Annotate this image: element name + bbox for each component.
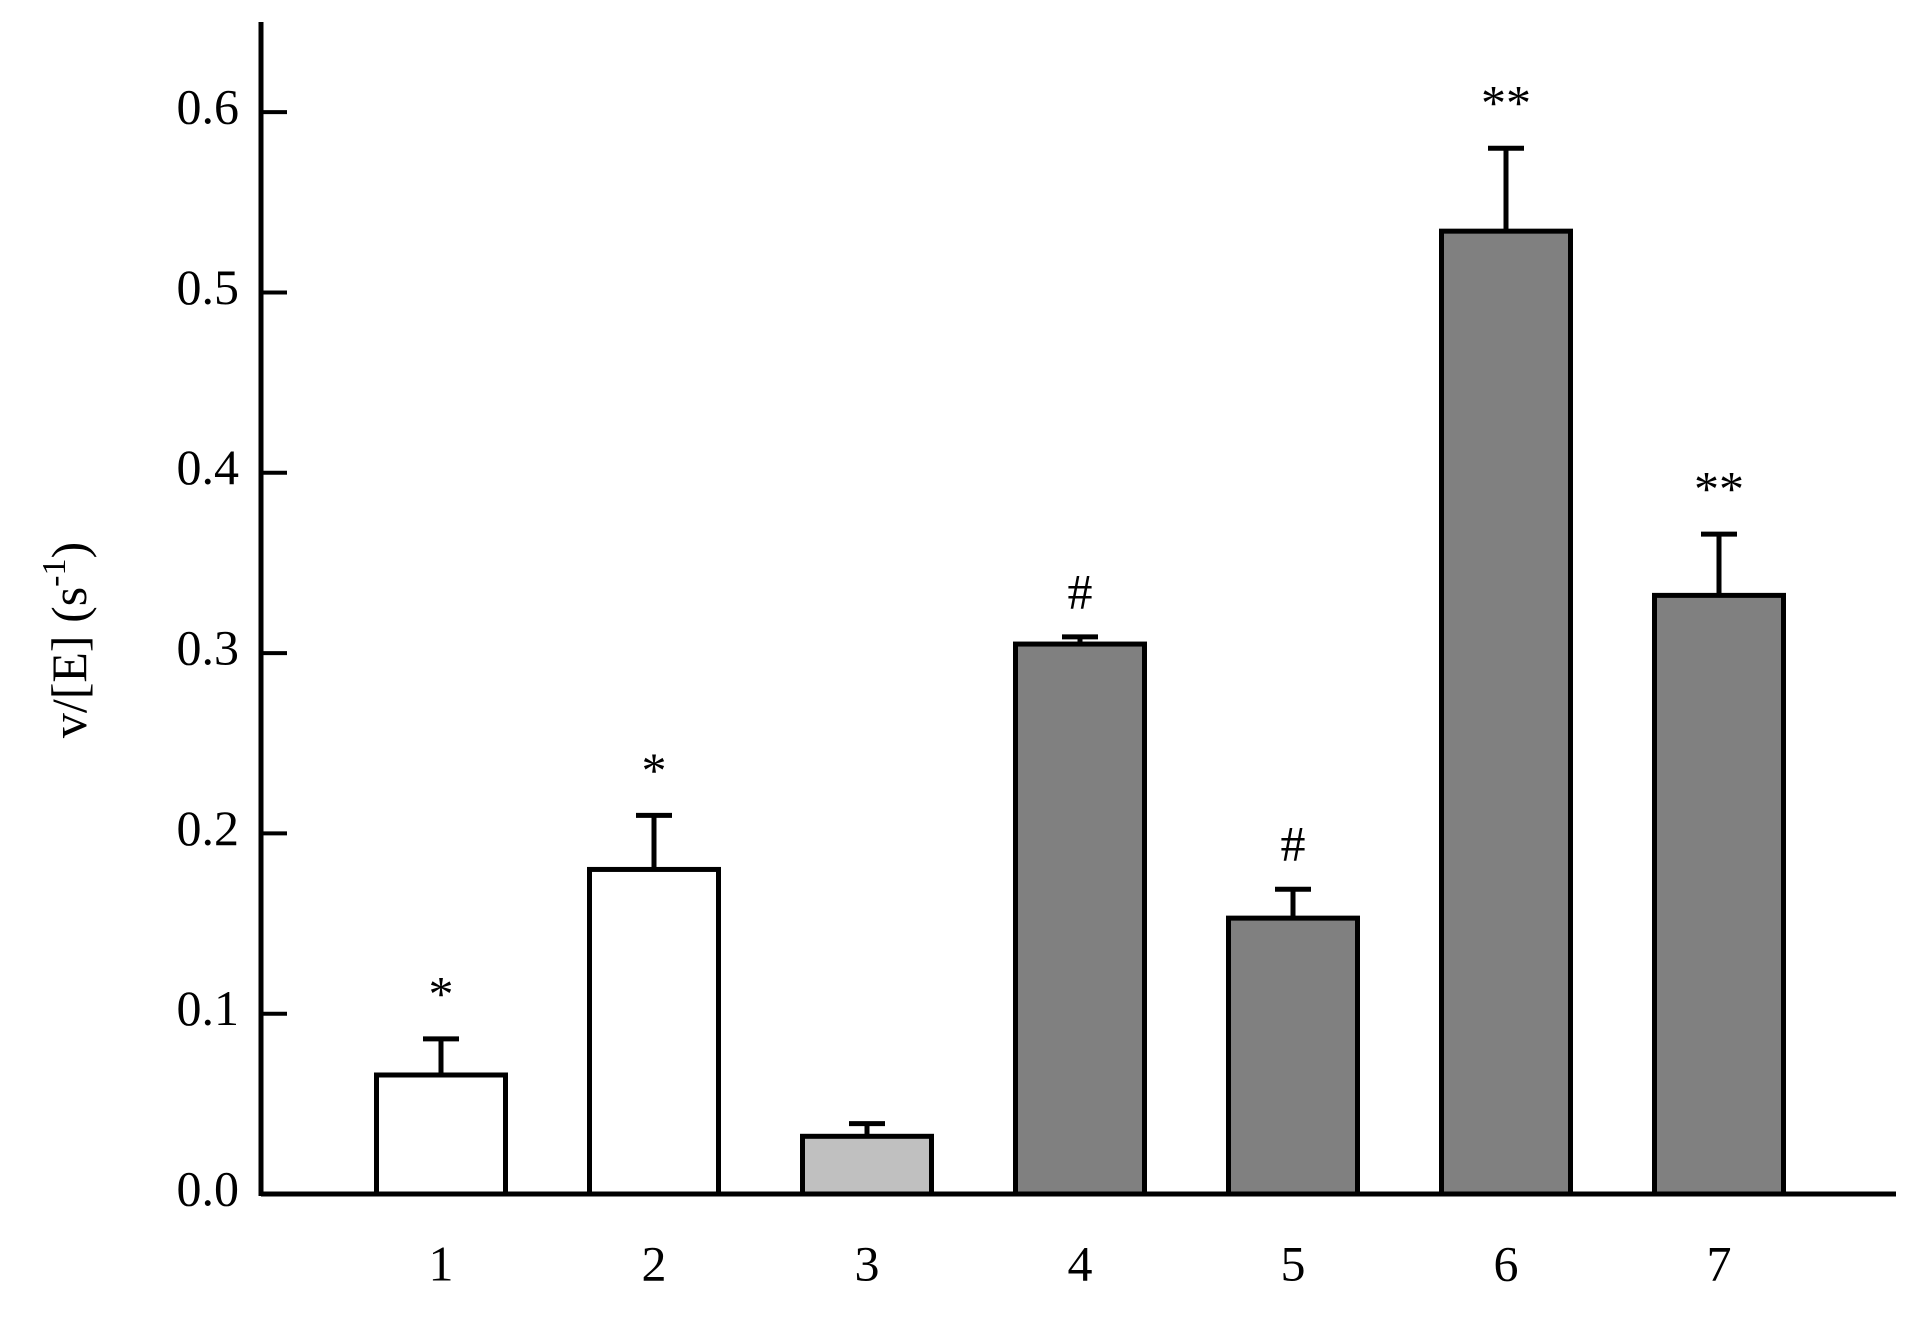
bar <box>1226 915 1360 1197</box>
y-axis-label: v/[E] (s-1) <box>36 542 98 738</box>
y-tick-label: 0.6 <box>177 79 240 135</box>
bar <box>1439 228 1573 1197</box>
annotation: * <box>429 965 454 1021</box>
x-tick-label: 3 <box>855 1235 880 1291</box>
x-tick-label: 4 <box>1068 1235 1093 1291</box>
bar <box>587 866 721 1197</box>
y-tick-label: 0.4 <box>177 439 240 495</box>
y-tick-label: 0.3 <box>177 620 240 676</box>
y-tick-label: 0.0 <box>177 1160 240 1216</box>
x-tick-label: 1 <box>429 1235 454 1291</box>
bar <box>800 1133 934 1197</box>
y-tick-label: 0.5 <box>177 259 240 315</box>
x-tick-label: 5 <box>1281 1235 1306 1291</box>
bar <box>374 1072 508 1197</box>
y-label-main: v/[E] (s <box>41 587 97 738</box>
y-label-end: ) <box>41 542 97 559</box>
x-tick-label: 7 <box>1707 1235 1732 1291</box>
x-tick-label: 6 <box>1494 1235 1519 1291</box>
y-tick-label: 0.1 <box>177 980 240 1036</box>
annotation: ** <box>1481 75 1531 131</box>
bar <box>1013 641 1147 1197</box>
x-tick-label: 2 <box>642 1235 667 1291</box>
y-label-sup: -1 <box>36 558 73 586</box>
annotation: # <box>1068 563 1093 619</box>
annotation: ** <box>1694 461 1744 517</box>
bar <box>1652 592 1786 1197</box>
annotation: # <box>1281 816 1306 872</box>
annotation: * <box>642 742 667 798</box>
y-tick-label: 0.2 <box>177 800 240 856</box>
